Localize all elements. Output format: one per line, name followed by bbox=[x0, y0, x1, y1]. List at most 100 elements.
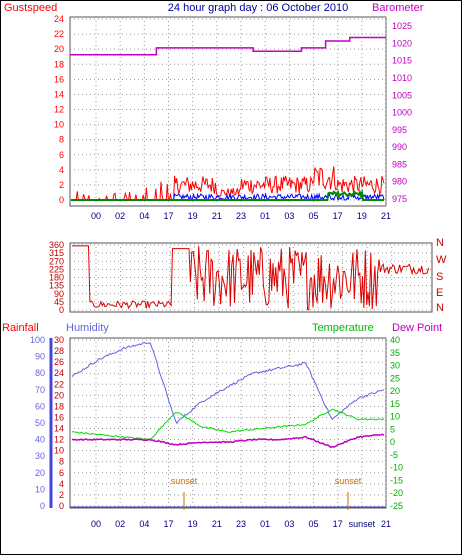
barometer-series-line bbox=[70, 36, 386, 56]
humidity-tick-label: 80 bbox=[35, 368, 45, 378]
direction-tick-label: 90 bbox=[54, 289, 64, 299]
humidity-x-tick-label: 05 bbox=[308, 519, 318, 529]
gust-tick-label: 6 bbox=[59, 150, 64, 160]
temperature-tick-label: 20 bbox=[390, 386, 400, 396]
humidity-x-tick-label: 00 bbox=[91, 519, 101, 529]
temperature-tick-label: 15 bbox=[390, 399, 400, 409]
rainfall-tick-label: 14 bbox=[54, 424, 64, 434]
direction-tick-label: 270 bbox=[49, 256, 64, 266]
wind-chart-series bbox=[70, 36, 386, 202]
baro-tick-label: 995 bbox=[392, 125, 407, 135]
humidity-x-tick-label: 21 bbox=[212, 519, 222, 529]
barometer-axis-label: Barometer bbox=[372, 2, 424, 14]
gustspeed-axis-label: Gustspeed bbox=[4, 2, 57, 14]
humidity-chart-grid bbox=[70, 338, 387, 508]
rainfall-tick-label: 16 bbox=[54, 412, 64, 422]
baro-tick-label: 985 bbox=[392, 159, 407, 169]
baro-tick-label: 1020 bbox=[392, 38, 412, 48]
humidity-tick-label: 10 bbox=[35, 484, 45, 494]
compass-label: S bbox=[436, 271, 443, 283]
gust-x-tick-label: 00 bbox=[91, 211, 101, 221]
temperature-axis-label: Temperature bbox=[312, 322, 374, 334]
compass-label: N bbox=[436, 302, 444, 314]
gust-tick-label: 18 bbox=[54, 59, 64, 69]
humidity-x-tick-label: 19 bbox=[188, 519, 198, 529]
gust-x-tick-label: 17 bbox=[333, 211, 343, 221]
gust-tick-label: 0 bbox=[59, 195, 64, 205]
humidity-x-tick-label: 01 bbox=[260, 519, 270, 529]
wind-average-line bbox=[71, 188, 384, 201]
direction-series-line bbox=[72, 245, 430, 311]
humidity-series-line bbox=[71, 341, 385, 425]
rainfall-tick-label: 18 bbox=[54, 401, 64, 411]
gust-tick-label: 22 bbox=[54, 29, 64, 39]
gust-tick-label: 2 bbox=[59, 180, 64, 190]
gust-tick-label: 24 bbox=[54, 14, 64, 24]
gust-x-tick-label: 05 bbox=[308, 211, 318, 221]
direction-tick-label: 180 bbox=[49, 273, 64, 283]
gust-x-tick-label: 03 bbox=[284, 211, 294, 221]
temperature-tick-label: 30 bbox=[390, 361, 400, 371]
gust-x-tick-label: 17 bbox=[163, 211, 173, 221]
sunset-markers: sunset sunset bbox=[171, 476, 362, 510]
temperature-tick-label: 25 bbox=[390, 373, 400, 383]
temperature-tick-label: 0 bbox=[390, 437, 395, 447]
direction-tick-label: 0 bbox=[59, 305, 64, 315]
humidity-x-tick-label: 04 bbox=[139, 519, 149, 529]
dew-point-series-line bbox=[71, 433, 385, 449]
rainfall-tick-label: 4 bbox=[59, 479, 64, 489]
temperature-tick-label: 40 bbox=[390, 335, 400, 345]
humidity-x-tick-label: 17 bbox=[163, 519, 173, 529]
rainfall-tick-label: 28 bbox=[54, 346, 64, 356]
humidity-x-tick-label: 23 bbox=[236, 519, 246, 529]
baro-tick-label: 1005 bbox=[392, 90, 412, 100]
gust-tick-label: 8 bbox=[59, 135, 64, 145]
rainfall-tick-label: 26 bbox=[54, 357, 64, 367]
humidity-x-tick-label: sunset bbox=[349, 519, 376, 529]
gust-x-tick-label: 19 bbox=[357, 211, 367, 221]
humidity-tick-label: 0 bbox=[40, 501, 45, 511]
humidity-axis-ticks: 0 10 20 30 40 50 60 70 80 90 100 bbox=[30, 335, 45, 511]
humidity-chart-x-ticks: 00 02 04 17 19 21 23 01 03 05 17 sunset 21 bbox=[91, 519, 391, 529]
compass-label: W bbox=[436, 254, 447, 266]
compass-label: E bbox=[436, 287, 443, 299]
gust-tick-label: 14 bbox=[54, 89, 64, 99]
temperature-tick-label: -5 bbox=[390, 450, 398, 460]
temperature-tick-label: -10 bbox=[390, 463, 403, 473]
humidity-tick-label: 50 bbox=[35, 418, 45, 428]
wind-chart-x-ticks: 00 02 04 17 19 21 23 01 03 05 17 19 21 bbox=[91, 211, 391, 221]
humidity-tick-label: 90 bbox=[35, 352, 45, 362]
gust-x-tick-label: 21 bbox=[212, 211, 222, 221]
baro-tick-label: 980 bbox=[392, 177, 407, 187]
humidity-x-tick-label: 17 bbox=[333, 519, 343, 529]
baro-tick-label: 990 bbox=[392, 142, 407, 152]
humidity-x-tick-label: 21 bbox=[381, 519, 391, 529]
humidity-tick-label: 60 bbox=[35, 401, 45, 411]
rainfall-tick-label: 2 bbox=[59, 490, 64, 500]
humidity-axis-label: Humidity bbox=[66, 322, 109, 334]
wind-chart-plot-area bbox=[69, 16, 387, 207]
gust-x-tick-label: 02 bbox=[115, 211, 125, 221]
gust-tick-label: 20 bbox=[54, 44, 64, 54]
humidity-tick-label: 100 bbox=[30, 335, 45, 345]
rainfall-tick-label: 22 bbox=[54, 379, 64, 389]
baro-tick-label: 1025 bbox=[392, 21, 412, 31]
graph-title: 24 hour graph day : 06 October 2010 bbox=[168, 2, 348, 14]
wind-chart-grid bbox=[70, 17, 387, 206]
dew-point-axis-label: Dew Point bbox=[392, 322, 442, 334]
rainfall-tick-label: 10 bbox=[54, 446, 64, 456]
baro-tick-label: 1010 bbox=[392, 73, 412, 83]
gust-x-tick-label: 04 bbox=[139, 211, 149, 221]
temperature-tick-label: -20 bbox=[390, 488, 403, 498]
rainfall-tick-label: 24 bbox=[54, 368, 64, 378]
baro-tick-label: 1000 bbox=[392, 108, 412, 118]
gust-x-tick-label: 01 bbox=[260, 211, 270, 221]
humidity-tick-label: 30 bbox=[35, 451, 45, 461]
gust-tick-label: 4 bbox=[59, 165, 64, 175]
direction-series bbox=[72, 245, 430, 311]
sunset-marker-label: sunset bbox=[171, 476, 198, 486]
